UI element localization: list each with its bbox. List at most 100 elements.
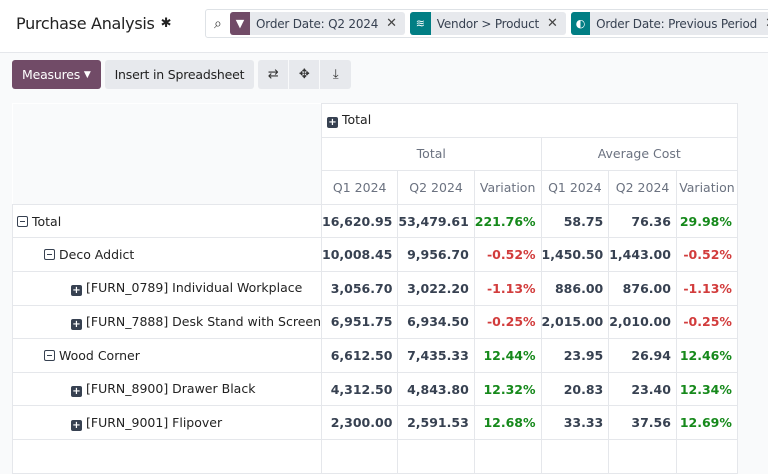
- variation-cell[interactable]: 12.68%: [473, 405, 542, 440]
- table-row: + [FURN_9001] Flipover 2,300.00 2,591.53 12.…: [12, 405, 738, 440]
- variation-cell[interactable]: -0.52%: [473, 237, 542, 272]
- variation-cell[interactable]: 12.32%: [473, 371, 542, 407]
- row-header[interactable]: + [FURN_9001] Flipover: [12, 405, 322, 440]
- facet-comparison: ◐Order Date: Previous Period✕: [570, 12, 768, 35]
- plus-icon: +: [71, 285, 82, 297]
- variation-cell[interactable]: -0.25%: [675, 304, 738, 340]
- variation-cell[interactable]: -1.13%: [473, 270, 542, 306]
- empty-cell: [320, 438, 399, 474]
- period-header[interactable]: Q1 2024: [320, 170, 399, 205]
- value-cell[interactable]: 76.36: [608, 203, 677, 239]
- value-cell[interactable]: 2,015.00: [540, 304, 610, 340]
- value-cell[interactable]: 2,010.00: [608, 304, 677, 340]
- period-header[interactable]: Q2 2024: [397, 170, 475, 205]
- value-cell[interactable]: 10,008.45: [320, 237, 399, 272]
- measure-header[interactable]: Average Cost: [540, 136, 738, 172]
- row-label: Total: [32, 213, 62, 229]
- table-row: + [FURN_8900] Drawer Black 4,312.50 4,843.8…: [12, 371, 738, 407]
- row-label: [FURN_8900] Drawer Black: [86, 381, 256, 397]
- value-cell[interactable]: 1,443.00: [608, 237, 677, 272]
- period-header[interactable]: Variation: [675, 170, 738, 205]
- row-header[interactable]: + [FURN_7888] Desk Stand with Screen: [12, 304, 322, 340]
- row-label: [FURN_0789] Individual Workplace: [86, 280, 303, 296]
- variation-cell[interactable]: -0.52%: [675, 237, 738, 272]
- value-cell[interactable]: 2,591.53: [397, 405, 475, 440]
- measure-header[interactable]: Total: [321, 136, 542, 172]
- value-cell[interactable]: 9,956.70: [397, 237, 475, 272]
- value-cell[interactable]: 7,435.33: [397, 338, 475, 373]
- value-cell[interactable]: 6,612.50: [320, 338, 399, 373]
- variation-cell[interactable]: -0.25%: [473, 304, 542, 340]
- value-cell[interactable]: 20.83: [540, 371, 610, 407]
- variation-cell[interactable]: 29.98%: [675, 203, 738, 239]
- close-icon[interactable]: ✕: [547, 16, 558, 31]
- period-header[interactable]: Variation: [473, 170, 542, 205]
- expand-all-icon[interactable]: ✥: [289, 60, 321, 89]
- facet-groupby: ≋ Vendor > Product ✕: [410, 12, 566, 35]
- value-cell[interactable]: 6,951.75: [320, 304, 399, 340]
- value-cell[interactable]: 6,934.50: [397, 304, 475, 340]
- gear-icon[interactable]: ✱: [160, 16, 172, 31]
- value-cell[interactable]: 2,300.00: [320, 405, 399, 440]
- table-row: Deco Addict 10,008.45 9,956.70 -0.52% 1,450.…: [12, 237, 738, 272]
- empty-cell: [608, 438, 677, 474]
- table-row: [12, 438, 738, 474]
- row-header[interactable]: + [FURN_0789] Individual Workplace: [12, 270, 322, 306]
- flip-axis-icon[interactable]: ⇄: [258, 60, 290, 89]
- row-header[interactable]: + [FURN_8900] Drawer Black: [12, 371, 322, 407]
- variation-cell[interactable]: -1.13%: [675, 270, 738, 306]
- value-cell[interactable]: 53,479.61: [397, 203, 475, 239]
- empty-cell: [473, 438, 542, 474]
- minus-icon: [17, 215, 28, 227]
- compare-icon: ◐: [570, 12, 591, 35]
- value-cell[interactable]: 37.56: [608, 405, 677, 440]
- row-header[interactable]: Deco Addict: [12, 237, 322, 272]
- table-row: Total 16,620.95 53,479.61 221.76% 58.75 76.36…: [12, 203, 738, 239]
- control-panel: Purchase Analysis ✱ ⌕ ▼ Order Date: Q2 202…: [0, 0, 768, 53]
- row-label: [FURN_7888] Desk Stand with Screen: [86, 313, 321, 329]
- value-cell[interactable]: 33.33: [540, 405, 610, 440]
- insert-spreadsheet-button[interactable]: Insert in Spreadsheet: [104, 60, 255, 89]
- variation-cell[interactable]: 12.44%: [473, 338, 542, 373]
- empty-cell: [675, 438, 738, 474]
- variation-cell[interactable]: 221.76%: [473, 203, 542, 239]
- download-icon[interactable]: ⤓: [332, 67, 339, 82]
- period-header[interactable]: Q2 2024: [608, 170, 677, 205]
- minus-icon: [44, 349, 55, 361]
- table-row: + [FURN_0789] Individual Workplace 3,056.7…: [12, 270, 738, 306]
- value-cell[interactable]: 26.94: [608, 338, 677, 373]
- value-cell[interactable]: 16,620.95: [320, 203, 399, 239]
- row-label: Deco Addict: [59, 247, 135, 263]
- layers-icon: ≋: [410, 12, 431, 35]
- variation-cell[interactable]: 12.34%: [675, 371, 738, 407]
- value-cell[interactable]: 886.00: [540, 270, 610, 306]
- toolbar: Measures ▼ Insert in Spreadsheet ⇄ ✥ ⤓: [12, 60, 352, 89]
- empty-cell: [540, 438, 610, 474]
- close-icon[interactable]: ✕: [386, 16, 398, 31]
- plus-icon: +: [71, 386, 82, 398]
- row-header[interactable]: Wood Corner: [12, 338, 322, 373]
- facet-filter: ▼ Order Date: Q2 2024 ✕: [229, 12, 406, 35]
- empty-cell: [12, 438, 322, 474]
- plus-icon: +: [71, 419, 82, 431]
- value-cell[interactable]: 4,843.80: [397, 371, 475, 407]
- search-bar[interactable]: ⌕ ▼ Order Date: Q2 2024 ✕ ≋ Vendor > Produc…: [205, 9, 768, 38]
- page-title: Purchase Analysis ✱: [16, 14, 172, 33]
- value-cell[interactable]: 4,312.50: [320, 371, 399, 407]
- variation-cell[interactable]: 12.46%: [675, 338, 738, 373]
- row-header[interactable]: Total: [12, 203, 322, 239]
- value-cell[interactable]: 3,056.70: [320, 270, 399, 306]
- col-header-total[interactable]: + Total: [321, 103, 738, 138]
- close-icon[interactable]: ✕: [765, 16, 768, 31]
- value-cell[interactable]: 1,450.50: [540, 237, 610, 272]
- value-cell[interactable]: 23.40: [608, 371, 677, 407]
- period-header[interactable]: Q1 2024: [540, 170, 610, 205]
- search-icon: ⌕: [214, 15, 222, 32]
- value-cell[interactable]: 23.95: [540, 338, 610, 373]
- variation-cell[interactable]: 12.69%: [675, 405, 738, 440]
- measures-button[interactable]: Measures ▼: [12, 60, 101, 89]
- value-cell[interactable]: 876.00: [608, 270, 677, 306]
- minus-icon: [44, 249, 55, 261]
- value-cell[interactable]: 58.75: [540, 203, 610, 239]
- value-cell[interactable]: 3,022.20: [397, 270, 475, 306]
